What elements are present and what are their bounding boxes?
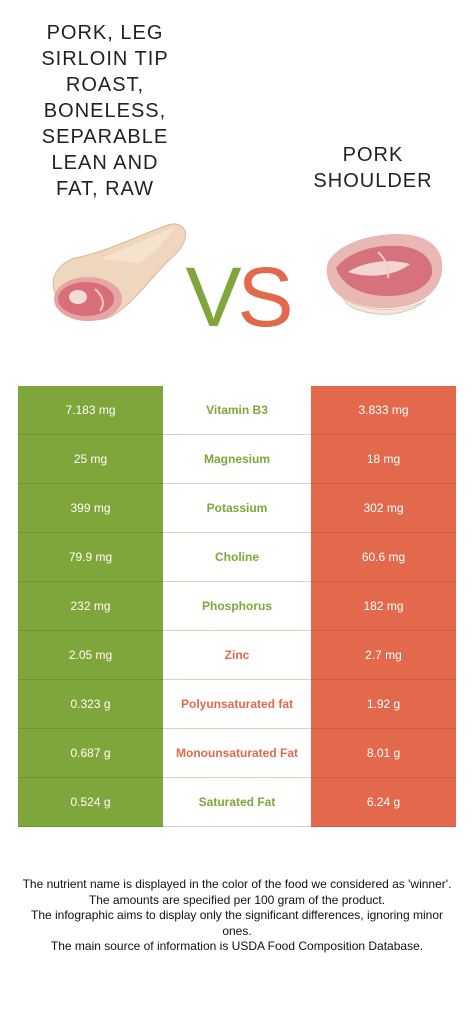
nutrient-name: Zinc — [163, 631, 311, 680]
left-value: 399 mg — [18, 484, 163, 533]
right-value: 182 mg — [311, 582, 456, 631]
table-row: 0.323 g Polyunsaturated fat 1.92 g — [18, 680, 456, 729]
table-row: 7.183 mg Vitamin B3 3.833 mg — [18, 386, 456, 435]
nutrient-name: Phosphorus — [163, 582, 311, 631]
left-value: 2.05 mg — [18, 631, 163, 680]
footer-notes: The nutrient name is displayed in the co… — [15, 877, 459, 955]
pork-leg-image — [40, 215, 190, 335]
right-value: 3.833 mg — [311, 386, 456, 435]
right-value: 18 mg — [311, 435, 456, 484]
nutrient-name: Saturated Fat — [163, 778, 311, 827]
footer-line-1: The nutrient name is displayed in the co… — [22, 877, 452, 891]
left-food-title: Pork, leg sirloin tip roast, boneless, s… — [41, 22, 169, 200]
table-row: 232 mg Phosphorus 182 mg — [18, 582, 456, 631]
table-row: 79.9 mg Choline 60.6 mg — [18, 533, 456, 582]
left-value: 25 mg — [18, 435, 163, 484]
table-row: 0.687 g Monounsaturated Fat 8.01 g — [18, 729, 456, 778]
right-value: 1.92 g — [311, 680, 456, 729]
table-row: 2.05 mg Zinc 2.7 mg — [18, 631, 456, 680]
nutrient-name: Vitamin B3 — [163, 386, 311, 435]
right-food-title: Pork shoulder — [313, 144, 433, 192]
table-row: 0.524 g Saturated Fat 6.24 g — [18, 778, 456, 827]
footer-line-2: The amounts are specified per 100 gram o… — [88, 892, 386, 907]
left-value: 0.323 g — [18, 680, 163, 729]
right-value: 302 mg — [311, 484, 456, 533]
nutrient-name: Monounsaturated Fat — [163, 729, 311, 778]
left-value: 7.183 mg — [18, 386, 163, 435]
right-value: 8.01 g — [311, 729, 456, 778]
nutrient-name: Choline — [163, 533, 311, 582]
table-row: 25 mg Magnesium 18 mg — [18, 435, 456, 484]
nutrient-name: Potassium — [163, 484, 311, 533]
nutrient-name: Magnesium — [163, 435, 311, 484]
footer-line-3: The infographic aims to display only the… — [31, 908, 443, 938]
vs-label: VS — [180, 252, 295, 342]
comparison-table: 7.183 mg Vitamin B3 3.833 mg 25 mg Magnesium… — [18, 386, 456, 827]
nutrient-name: Polyunsaturated fat — [163, 680, 311, 729]
right-value: 60.6 mg — [311, 533, 456, 582]
vs-s: S — [237, 250, 294, 344]
left-value: 79.9 mg — [18, 533, 163, 582]
footer-line-4: The main source of information is USDA F… — [50, 939, 424, 953]
right-value: 2.7 mg — [311, 631, 456, 680]
pork-shoulder-image — [318, 222, 448, 322]
table-row: 399 mg Potassium 302 mg — [18, 484, 456, 533]
left-value: 0.524 g — [18, 778, 163, 827]
vs-v: V — [185, 250, 241, 344]
right-value: 6.24 g — [311, 778, 456, 827]
left-value: 232 mg — [18, 582, 163, 631]
left-value: 0.687 g — [18, 729, 163, 778]
